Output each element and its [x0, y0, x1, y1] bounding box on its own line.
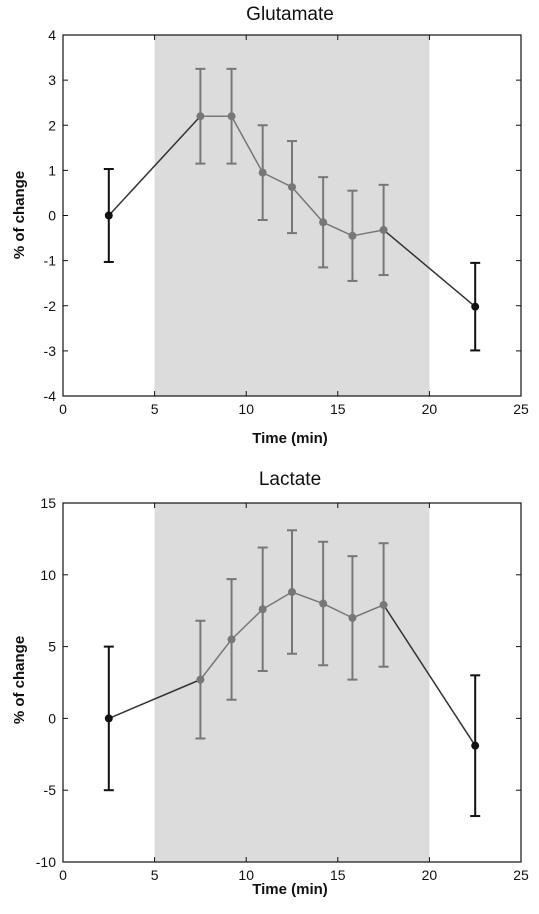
series-line-segment [383, 229, 476, 308]
data-point [104, 211, 113, 220]
x-tick-label: 20 [422, 401, 438, 417]
x-tick-label: 20 [422, 867, 438, 883]
x-axis-label: Time (min) [252, 881, 328, 898]
series-line-segment [262, 591, 293, 610]
plot-frame [62, 502, 522, 863]
y-tick-label: -5 [44, 782, 57, 798]
plot-area: 0 5 10 15 20 25 -10 -5 0 5 10 15 [36, 495, 529, 883]
data-point [288, 588, 296, 597]
data-point [471, 302, 480, 311]
data-point [319, 218, 328, 227]
y-tick-label: -1 [44, 253, 57, 269]
x-tick-label: 5 [151, 401, 159, 417]
y-tick-label: -10 [36, 854, 56, 870]
y-axis-label: % of change [11, 171, 28, 259]
y-tick-label: -4 [44, 388, 57, 404]
x-tick-label: 0 [59, 401, 67, 417]
data-point [348, 613, 357, 622]
y-tick-label: -2 [44, 298, 57, 314]
data-point [348, 231, 357, 240]
series-line-segment [291, 186, 324, 223]
y-tick-label: 0 [48, 710, 56, 726]
series-line-segment [199, 638, 233, 681]
x-tick-label: 0 [59, 867, 67, 883]
y-tick-label: 4 [48, 27, 56, 43]
series-line-segment [262, 171, 293, 188]
data-point [319, 599, 328, 608]
data-point [379, 600, 388, 609]
x-tick-label: 10 [238, 867, 254, 883]
lactate-chart: 0 5 10 15 20 25 -10 -5 0 5 10 15 Lactate Time (min)… [11, 469, 529, 898]
data-point [196, 112, 205, 121]
series-line-segment [352, 604, 384, 619]
data-point [196, 675, 205, 684]
series-line-segment [108, 115, 201, 217]
data-point [104, 714, 113, 723]
data-point [471, 741, 480, 750]
series-line-segment [322, 221, 353, 237]
series-line-segment [382, 604, 476, 747]
x-tick-label: 25 [513, 401, 529, 417]
series-line-segment [322, 602, 353, 619]
series-line-segment [291, 591, 324, 605]
y-tick-label: 3 [48, 72, 56, 88]
data-point [258, 168, 267, 177]
plot-area: 0 5 10 15 20 25 -4 -3 -2 -1 0 1 2 3 4 [44, 27, 529, 417]
chart-title: Lactate [259, 469, 321, 490]
data-point [379, 225, 388, 234]
y-tick-label: 10 [40, 567, 56, 583]
y-tick-label: -3 [44, 343, 57, 359]
x-tick-label: 25 [513, 867, 529, 883]
chart-title: Glutamate [246, 4, 334, 25]
series-line-segment [231, 608, 264, 640]
data-point [227, 112, 236, 121]
data-point [258, 605, 267, 614]
x-tick-label: 15 [330, 401, 346, 417]
y-tick-label: 15 [40, 495, 56, 511]
series-line-segment [108, 678, 201, 720]
y-tick-label: 1 [48, 162, 56, 178]
y-tick-label: 5 [48, 639, 56, 655]
data-point [288, 183, 296, 192]
glutamate-chart: 0 5 10 15 20 25 -4 -3 -2 -1 0 1 2 3 4 Glutamate Time (… [11, 4, 529, 447]
series-line-segment [230, 115, 264, 173]
x-tick-label: 10 [238, 401, 254, 417]
y-tick-label: 0 [48, 208, 56, 224]
x-axis-label: Time (min) [252, 430, 328, 447]
series-line-segment [352, 229, 384, 237]
x-tick-label: 15 [330, 867, 346, 883]
data-point [227, 635, 236, 644]
x-tick-label: 5 [151, 867, 159, 883]
y-tick-label: 2 [48, 117, 56, 133]
y-axis-label: % of change [11, 636, 28, 724]
